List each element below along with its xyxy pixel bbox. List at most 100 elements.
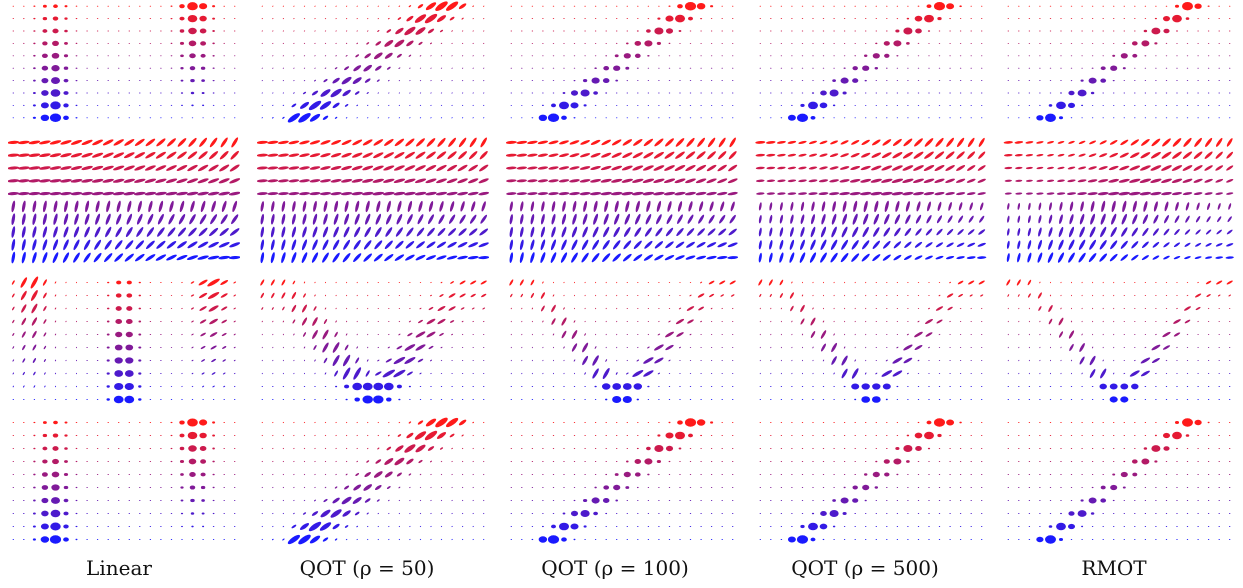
ellipse-glyph <box>843 526 846 527</box>
ellipse-glyph <box>1070 281 1073 284</box>
ellipse-glyph <box>981 55 983 57</box>
ellipse-glyph <box>429 42 433 45</box>
ellipse-glyph <box>457 255 468 260</box>
ellipse-glyph <box>531 399 534 400</box>
ellipse-glyph <box>710 80 713 82</box>
ellipse-glyph <box>451 538 453 541</box>
ellipse-glyph <box>873 213 880 225</box>
ellipse-glyph <box>903 445 913 452</box>
ellipse-glyph <box>124 382 134 391</box>
ellipse-glyph <box>223 5 225 7</box>
ellipse-glyph <box>801 500 804 501</box>
ellipse-glyph <box>1144 513 1147 514</box>
ellipse-glyph <box>967 242 976 247</box>
ellipse-glyph <box>395 445 404 452</box>
ellipse-glyph <box>770 461 772 462</box>
ellipse-glyph <box>645 214 652 225</box>
ellipse-glyph <box>1049 55 1052 57</box>
ellipse-glyph <box>829 510 839 517</box>
ellipse-glyph <box>1176 487 1178 488</box>
ellipse-glyph <box>128 435 130 436</box>
ellipse-glyph <box>393 369 406 378</box>
ellipse-glyph <box>1048 525 1053 528</box>
ellipse-glyph <box>1153 201 1158 212</box>
ellipse-glyph <box>1144 294 1147 297</box>
ellipse-glyph <box>270 279 275 286</box>
ellipse-glyph <box>647 67 650 69</box>
ellipse-glyph <box>1081 294 1083 297</box>
ellipse-glyph <box>812 448 814 449</box>
ellipse-glyph <box>573 461 576 462</box>
ellipse-glyph <box>398 104 401 106</box>
panel-columns-to-diagonal-wide-qot500 <box>755 416 987 546</box>
ellipse-glyph <box>8 166 20 170</box>
ellipse-glyph <box>970 435 972 436</box>
ellipse-glyph <box>818 192 829 196</box>
ellipse-glyph <box>1141 138 1150 146</box>
ellipse-glyph <box>759 386 761 387</box>
ellipse-glyph <box>819 140 828 145</box>
ellipse-glyph <box>12 422 14 423</box>
ellipse-glyph <box>812 474 814 475</box>
ellipse-glyph <box>335 320 337 323</box>
ellipse-glyph <box>780 538 783 541</box>
ellipse-glyph <box>479 151 488 160</box>
ellipse-glyph <box>1018 422 1020 423</box>
ellipse-glyph <box>115 318 123 325</box>
ellipse-glyph <box>820 330 827 339</box>
ellipse-glyph <box>592 239 600 250</box>
ellipse-glyph <box>1049 30 1052 32</box>
ellipse-glyph <box>605 55 608 57</box>
ellipse-glyph <box>658 320 660 323</box>
ellipse-glyph <box>1218 104 1220 106</box>
ellipse-glyph <box>278 166 289 170</box>
ellipse-glyph <box>177 241 187 249</box>
ellipse-glyph <box>658 281 660 284</box>
ellipse-glyph <box>770 80 772 82</box>
ellipse-glyph <box>907 526 909 527</box>
ellipse-glyph <box>1112 79 1115 82</box>
ellipse-glyph <box>1102 435 1104 436</box>
ellipse-glyph <box>191 117 194 119</box>
ellipse-glyph <box>430 486 432 489</box>
ellipse-glyph <box>636 486 639 489</box>
ellipse-glyph <box>843 385 846 388</box>
ellipse-glyph <box>1081 422 1083 423</box>
ellipse-glyph <box>541 104 544 107</box>
ellipse-glyph <box>904 227 912 237</box>
ellipse-glyph <box>1171 178 1183 183</box>
ellipse-glyph <box>439 201 444 212</box>
ellipse-glyph <box>1144 104 1147 106</box>
ellipse-glyph <box>780 526 783 527</box>
ellipse-glyph <box>134 138 145 146</box>
ellipse-glyph <box>829 89 839 97</box>
ellipse-glyph <box>635 200 640 213</box>
ellipse-glyph <box>179 200 185 213</box>
ellipse-glyph <box>49 166 62 170</box>
ellipse-glyph <box>1102 398 1105 401</box>
ellipse-glyph <box>314 372 316 375</box>
ellipse-glyph <box>75 512 78 515</box>
ellipse-glyph <box>1176 42 1178 44</box>
ellipse-glyph <box>925 228 933 236</box>
ellipse-glyph <box>144 178 157 183</box>
ellipse-glyph <box>170 104 173 106</box>
ellipse-glyph <box>959 30 962 32</box>
ellipse-glyph <box>615 79 619 82</box>
ellipse-glyph <box>1165 422 1168 423</box>
ellipse-glyph <box>1017 228 1021 236</box>
ellipse-glyph <box>118 5 120 7</box>
ellipse-glyph <box>342 89 351 97</box>
ellipse-glyph <box>686 137 695 147</box>
ellipse-glyph <box>299 101 310 109</box>
ellipse-glyph <box>170 30 173 32</box>
ellipse-glyph <box>199 137 208 148</box>
ellipse-glyph <box>862 484 870 491</box>
ellipse-glyph <box>1039 399 1041 400</box>
ellipse-glyph <box>207 291 220 300</box>
ellipse-glyph <box>605 18 607 20</box>
ellipse-glyph <box>188 27 197 35</box>
ellipse-glyph <box>854 42 856 44</box>
ellipse-glyph <box>272 460 274 463</box>
ellipse-glyph <box>1176 307 1178 310</box>
